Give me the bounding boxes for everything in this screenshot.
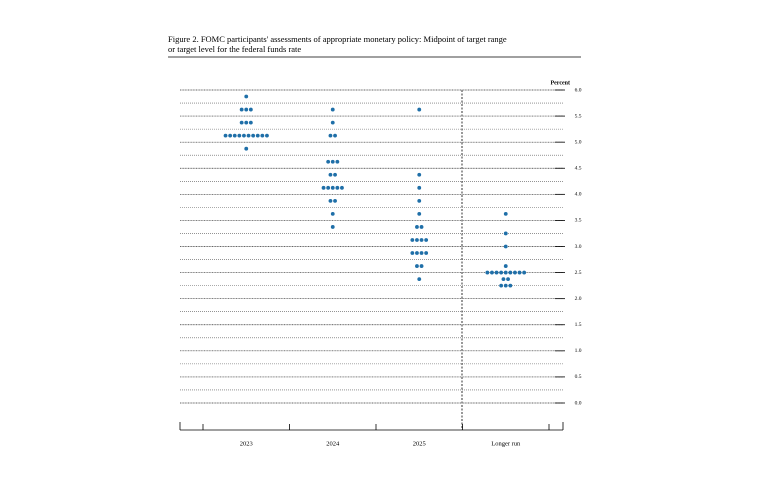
y-axis-label: Percent [550, 80, 570, 86]
dot [513, 270, 517, 275]
dot [503, 244, 508, 249]
dot [508, 283, 513, 288]
dot [490, 270, 494, 275]
dot [417, 198, 422, 203]
dot [415, 264, 419, 268]
dot [335, 159, 340, 164]
dot [485, 270, 490, 275]
x-tick-label: 2024 [326, 440, 340, 447]
dot [335, 185, 340, 190]
dot [419, 238, 424, 242]
dot [328, 133, 333, 138]
dot [506, 277, 510, 282]
dot [330, 185, 335, 190]
dot [239, 120, 244, 125]
dot [242, 133, 246, 138]
dot [501, 277, 506, 282]
y-tick-label: 0.5 [575, 374, 582, 380]
dot [237, 133, 242, 138]
x-tick-label: 2023 [240, 440, 253, 447]
dot [417, 185, 422, 190]
dot [410, 238, 415, 242]
dot [419, 225, 424, 229]
dot [239, 107, 244, 112]
dot [503, 283, 508, 288]
dot [340, 185, 344, 190]
dot [232, 133, 237, 138]
y-tick-label: 1.5 [575, 322, 582, 328]
dot [255, 133, 260, 138]
y-tick-label: 1.0 [575, 348, 582, 354]
dot [244, 120, 249, 125]
dot [499, 270, 504, 275]
dot [508, 270, 513, 275]
dot [415, 225, 419, 229]
dot [223, 133, 228, 138]
dot [419, 251, 424, 255]
dot [248, 120, 253, 125]
dot [330, 225, 335, 229]
dot [330, 120, 335, 125]
dot [419, 264, 424, 268]
y-tick-label: 2.0 [575, 296, 582, 302]
dot [522, 270, 527, 275]
y-tick-label: 4.5 [575, 166, 582, 172]
y-tick-label: 0.0 [575, 400, 582, 406]
dot [417, 211, 422, 216]
dot [328, 172, 333, 177]
dot [417, 277, 422, 282]
y-tick-label: 4.0 [575, 192, 582, 198]
dot [503, 211, 508, 216]
dot [503, 231, 508, 236]
dot [333, 133, 337, 138]
y-tick-label: 2.5 [575, 270, 582, 276]
dot [326, 159, 331, 164]
dot [260, 133, 265, 138]
dot [330, 107, 335, 112]
dot [333, 198, 337, 203]
dot [326, 185, 331, 190]
y-tick-label: 3.5 [575, 218, 582, 224]
dot [424, 238, 429, 242]
dot [244, 146, 249, 151]
dot [246, 133, 251, 138]
dot [503, 270, 508, 275]
dot [248, 107, 253, 112]
dot [503, 264, 508, 268]
dot [251, 133, 256, 138]
dot [417, 172, 422, 177]
dot [499, 283, 504, 288]
dot [410, 251, 415, 255]
dot [330, 211, 335, 216]
dot [265, 133, 269, 138]
dot [517, 270, 522, 275]
dot [244, 107, 249, 112]
y-tick-label: 5.0 [575, 139, 582, 145]
dot [330, 159, 335, 164]
dot [415, 238, 419, 242]
chart-subtitle: or target level for the federal funds ra… [168, 44, 301, 54]
y-tick-label: 3.0 [575, 244, 582, 250]
dot [494, 270, 499, 275]
x-tick-label: 2025 [413, 440, 426, 447]
dot [424, 251, 429, 255]
dot [417, 107, 422, 112]
y-tick-label: 5.5 [575, 113, 582, 119]
dot [328, 198, 333, 203]
dot [244, 94, 249, 99]
dot [228, 133, 233, 138]
dot [415, 251, 419, 255]
dot [321, 185, 326, 190]
x-tick-label: Longer run [491, 440, 521, 447]
dot [333, 172, 337, 177]
chart-title: Figure 2. FOMC participants' assessments… [168, 34, 507, 44]
y-tick-label: 6.0 [575, 87, 582, 93]
